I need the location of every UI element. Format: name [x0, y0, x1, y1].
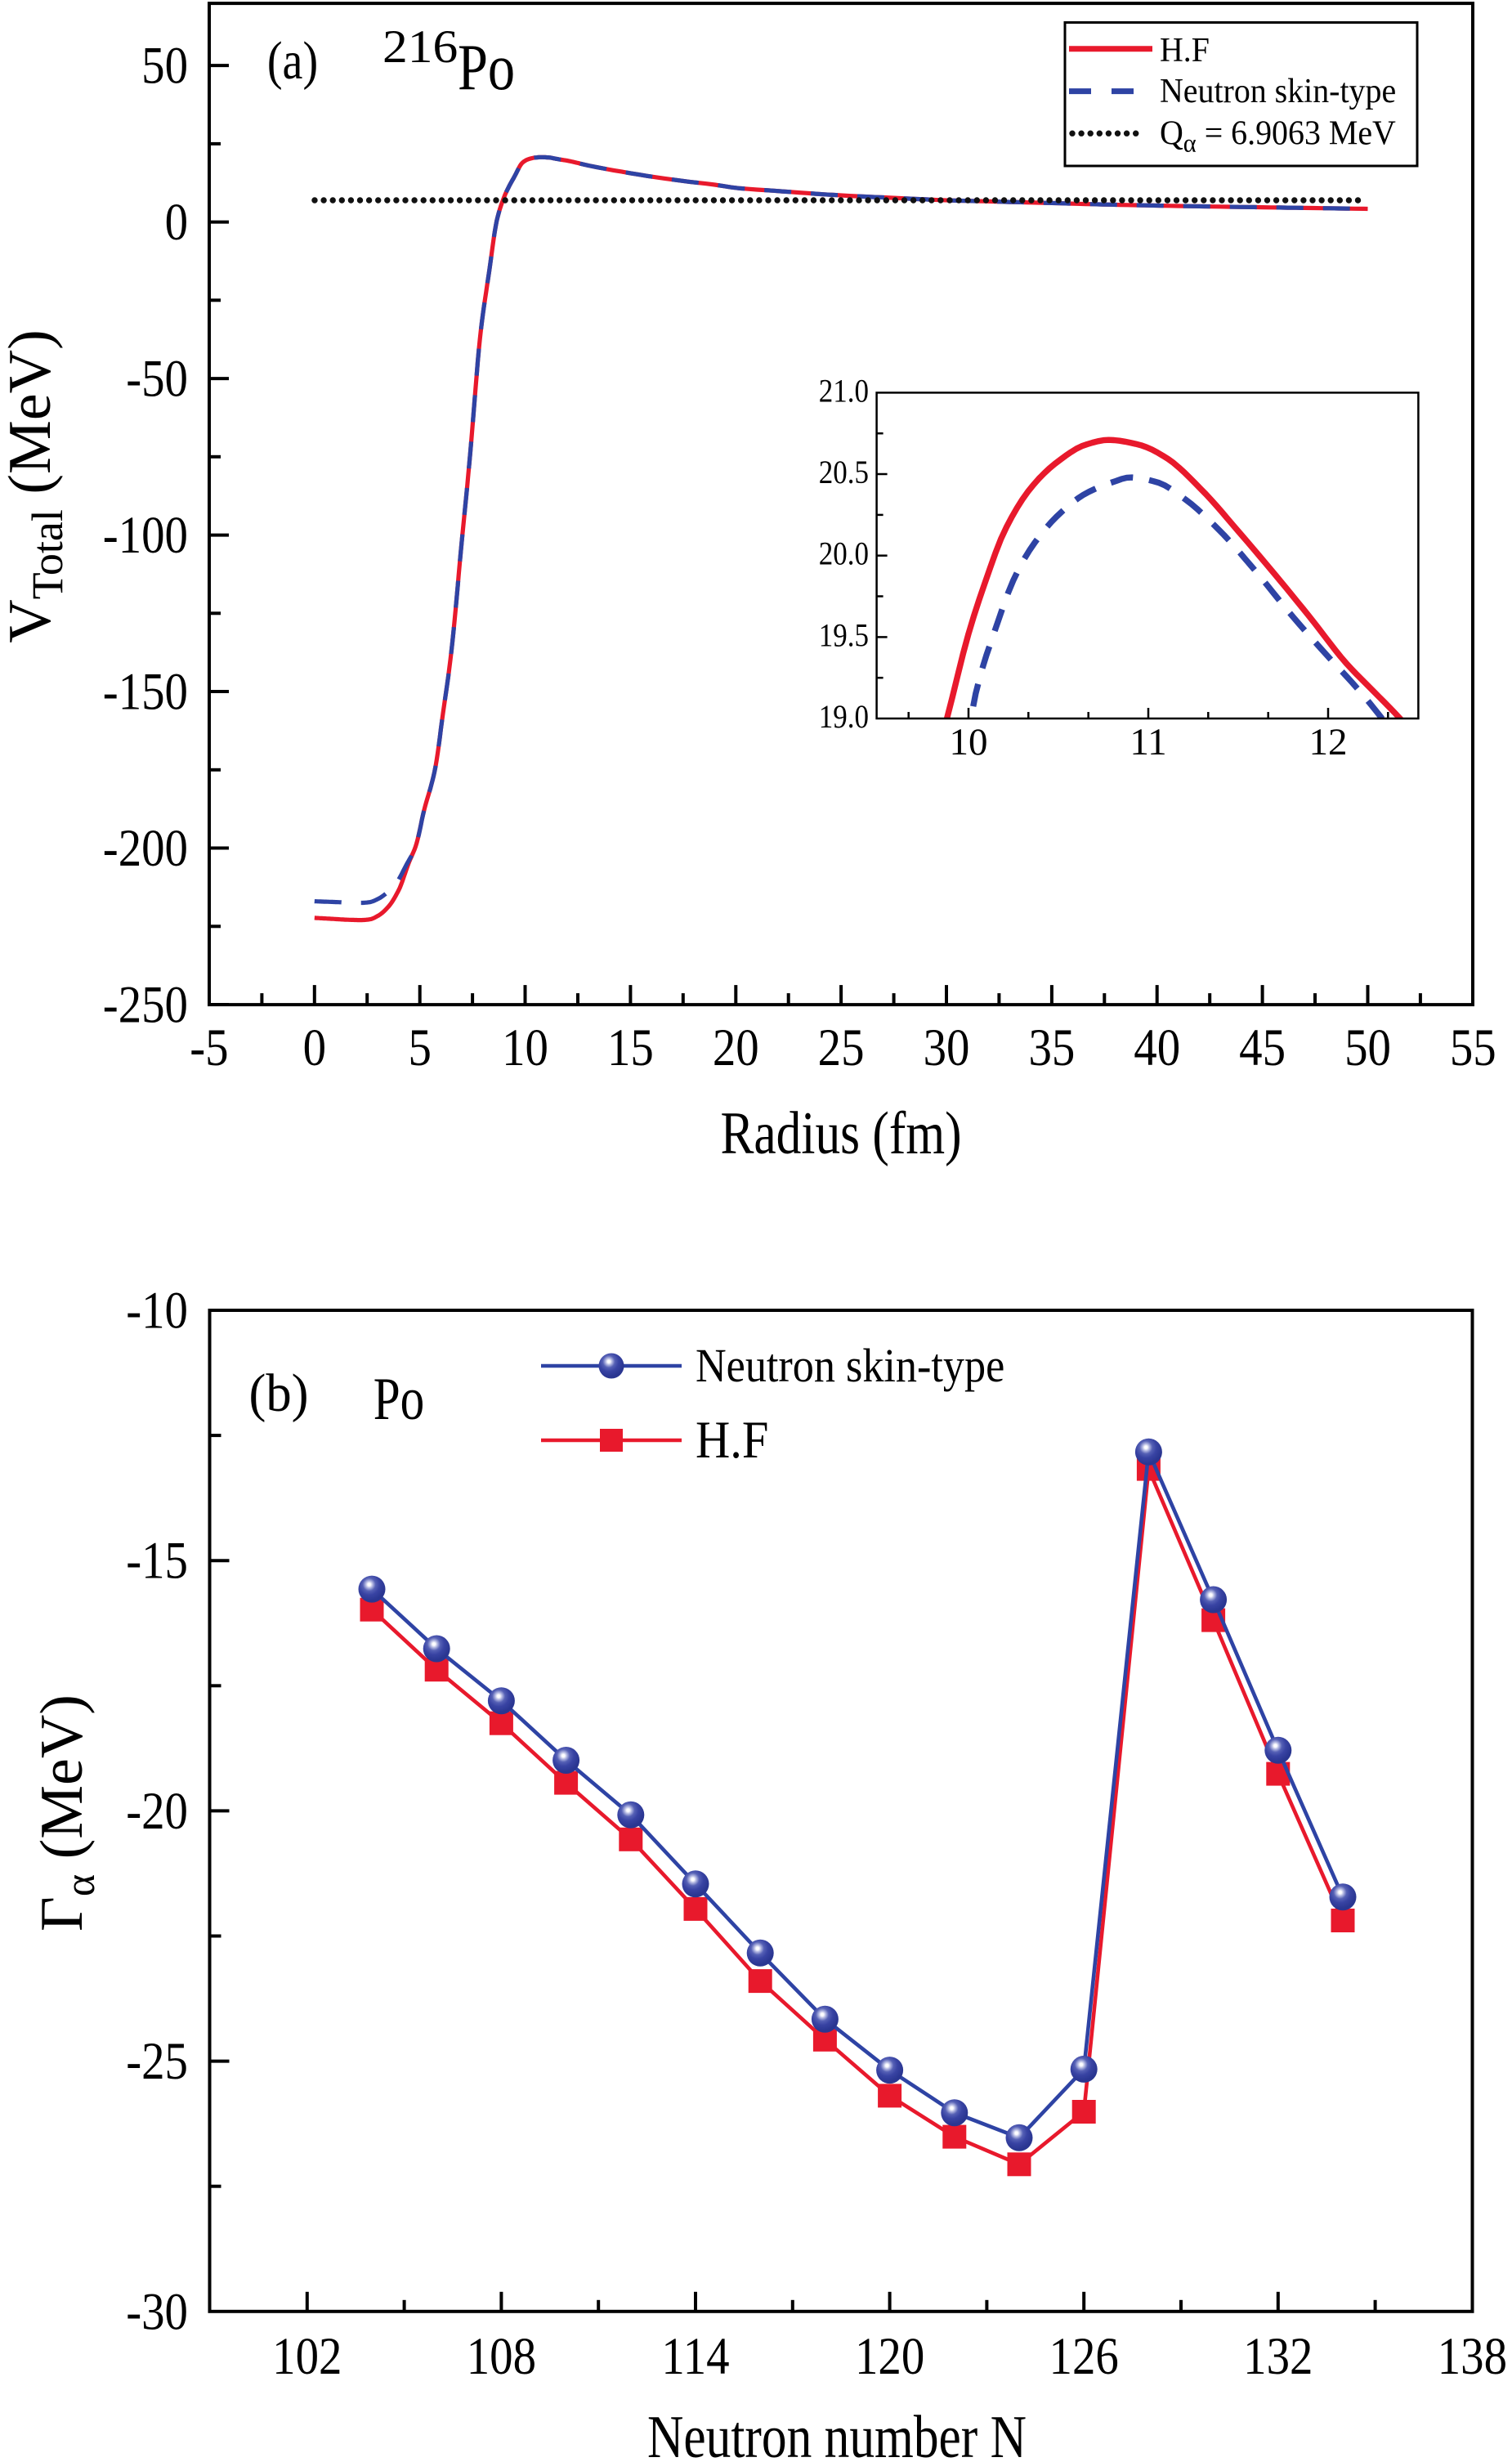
svg-text:132: 132 [1243, 2328, 1313, 2386]
svg-text:Po: Po [374, 1366, 425, 1433]
svg-text:102: 102 [272, 2328, 342, 2386]
svg-text:-25: -25 [126, 2033, 188, 2091]
svg-text:(b): (b) [248, 1363, 308, 1423]
svg-text:126: 126 [1049, 2328, 1119, 2386]
svg-text:Radius (fm): Radius (fm) [720, 1099, 961, 1167]
svg-text:5: 5 [408, 1019, 431, 1077]
svg-text:-20: -20 [126, 1782, 188, 1840]
svg-text:10: 10 [502, 1019, 548, 1077]
svg-text:-30: -30 [126, 2283, 188, 2341]
svg-text:15: 15 [607, 1019, 654, 1077]
svg-text:-10: -10 [126, 1282, 188, 1340]
svg-text:20: 20 [713, 1019, 759, 1077]
svg-text:-5: -5 [190, 1019, 228, 1077]
svg-text:40: 40 [1134, 1019, 1180, 1077]
svg-text:50: 50 [141, 37, 188, 95]
svg-text:11: 11 [1130, 721, 1166, 763]
svg-text:10: 10 [950, 721, 988, 763]
svg-text:45: 45 [1239, 1019, 1286, 1077]
svg-text:-100: -100 [103, 507, 188, 565]
svg-text:-15: -15 [126, 1532, 188, 1590]
svg-text:55: 55 [1450, 1019, 1496, 1077]
svg-text:138: 138 [1438, 2328, 1507, 2386]
svg-text:0: 0 [165, 194, 188, 252]
svg-text:H.F: H.F [1160, 30, 1210, 69]
svg-text:H.F: H.F [696, 1411, 768, 1469]
svg-text:-250: -250 [103, 976, 188, 1034]
svg-text:19.5: 19.5 [819, 618, 869, 654]
svg-text:Neutron number N: Neutron number N [647, 2403, 1027, 2462]
svg-text:-50: -50 [126, 350, 188, 408]
svg-text:Qα = 6.9063 MeV: Qα = 6.9063 MeV [1160, 114, 1396, 158]
svg-text:19.0: 19.0 [819, 700, 869, 736]
svg-text:0: 0 [303, 1019, 326, 1077]
svg-text:-200: -200 [103, 820, 188, 878]
svg-text:35: 35 [1028, 1019, 1075, 1077]
svg-text:120: 120 [855, 2328, 924, 2386]
svg-text:Neutron skin-type: Neutron skin-type [1160, 71, 1396, 110]
svg-text:50: 50 [1344, 1019, 1391, 1077]
svg-text:114: 114 [661, 2328, 729, 2386]
svg-text:21.0: 21.0 [819, 374, 869, 410]
svg-text:-150: -150 [103, 663, 188, 721]
svg-text:20.0: 20.0 [819, 537, 869, 573]
svg-text:Neutron skin-type: Neutron skin-type [696, 1339, 1004, 1391]
svg-text:30: 30 [924, 1019, 970, 1077]
svg-text:Po: Po [458, 30, 515, 103]
svg-text:12: 12 [1309, 721, 1348, 763]
svg-text:108: 108 [467, 2328, 536, 2386]
svg-text:25: 25 [818, 1019, 865, 1077]
svg-text:(a): (a) [267, 31, 318, 91]
svg-text:20.5: 20.5 [819, 455, 869, 491]
svg-text:216: 216 [382, 20, 458, 72]
